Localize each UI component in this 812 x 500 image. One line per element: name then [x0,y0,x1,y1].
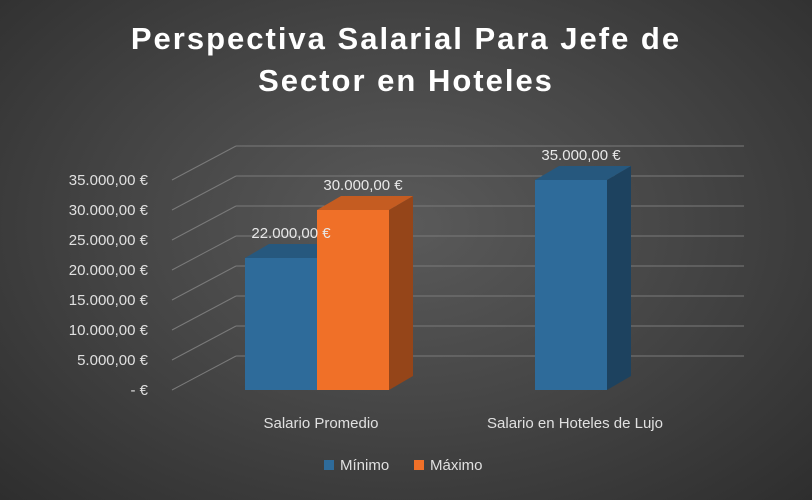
gridline-side [171,265,237,301]
y-axis-tick-labels: - € 5.000,00 € 10.000,00 € 15.000,00 € 20.00… [69,172,149,399]
data-label: 30.000,00 € [323,177,403,194]
legend-label: Máximo [430,457,483,474]
category-labels: Salario Promedio Salario en Hoteles de Lu… [263,415,663,432]
data-labels: 22.000,00 € 30.000,00 € 35.000,00 € [251,147,621,242]
y-tick-label: 5.000,00 € [77,352,149,369]
x-category-label: Salario en Hoteles de Lujo [487,415,663,432]
gridline-side [171,355,237,391]
y-tick-label: 35.000,00 € [69,172,149,189]
x-category-label: Salario Promedio [263,415,378,432]
gridline-side [171,175,237,211]
y-tick-label: 20.000,00 € [69,262,149,279]
gridline-side [171,205,237,241]
chart-title-line-1: Perspectiva Salarial Para Jefe de [130,21,682,56]
y-tick-label: - € [130,382,148,399]
bar-top [535,166,631,180]
bar-minimo [535,180,607,390]
bars [245,166,631,390]
gridline-side [171,145,237,181]
y-tick-label: 30.000,00 € [69,202,149,219]
y-tick-label: 15.000,00 € [69,292,149,309]
legend-label: Mínimo [340,457,389,474]
legend-swatch [324,460,334,470]
bar-side [607,166,631,390]
gridline-side [171,235,237,271]
bar-maximo [317,210,389,390]
bar-minimo [245,258,317,390]
bar-top [317,196,413,210]
gridline-side [171,295,237,331]
data-label: 22.000,00 € [251,225,331,242]
data-label: 35.000,00 € [541,147,621,164]
chart-title: Perspectiva Salarial Para Jefe de Sector… [0,18,812,102]
y-tick-label: 10.000,00 € [69,322,149,339]
chart-title-line-2: Sector en Hoteles [258,63,554,98]
gridline-side [171,325,237,361]
legend-swatch [414,460,424,470]
y-tick-label: 25.000,00 € [69,232,149,249]
bar-side [389,196,413,390]
legend: Mínimo Máximo [324,457,483,474]
